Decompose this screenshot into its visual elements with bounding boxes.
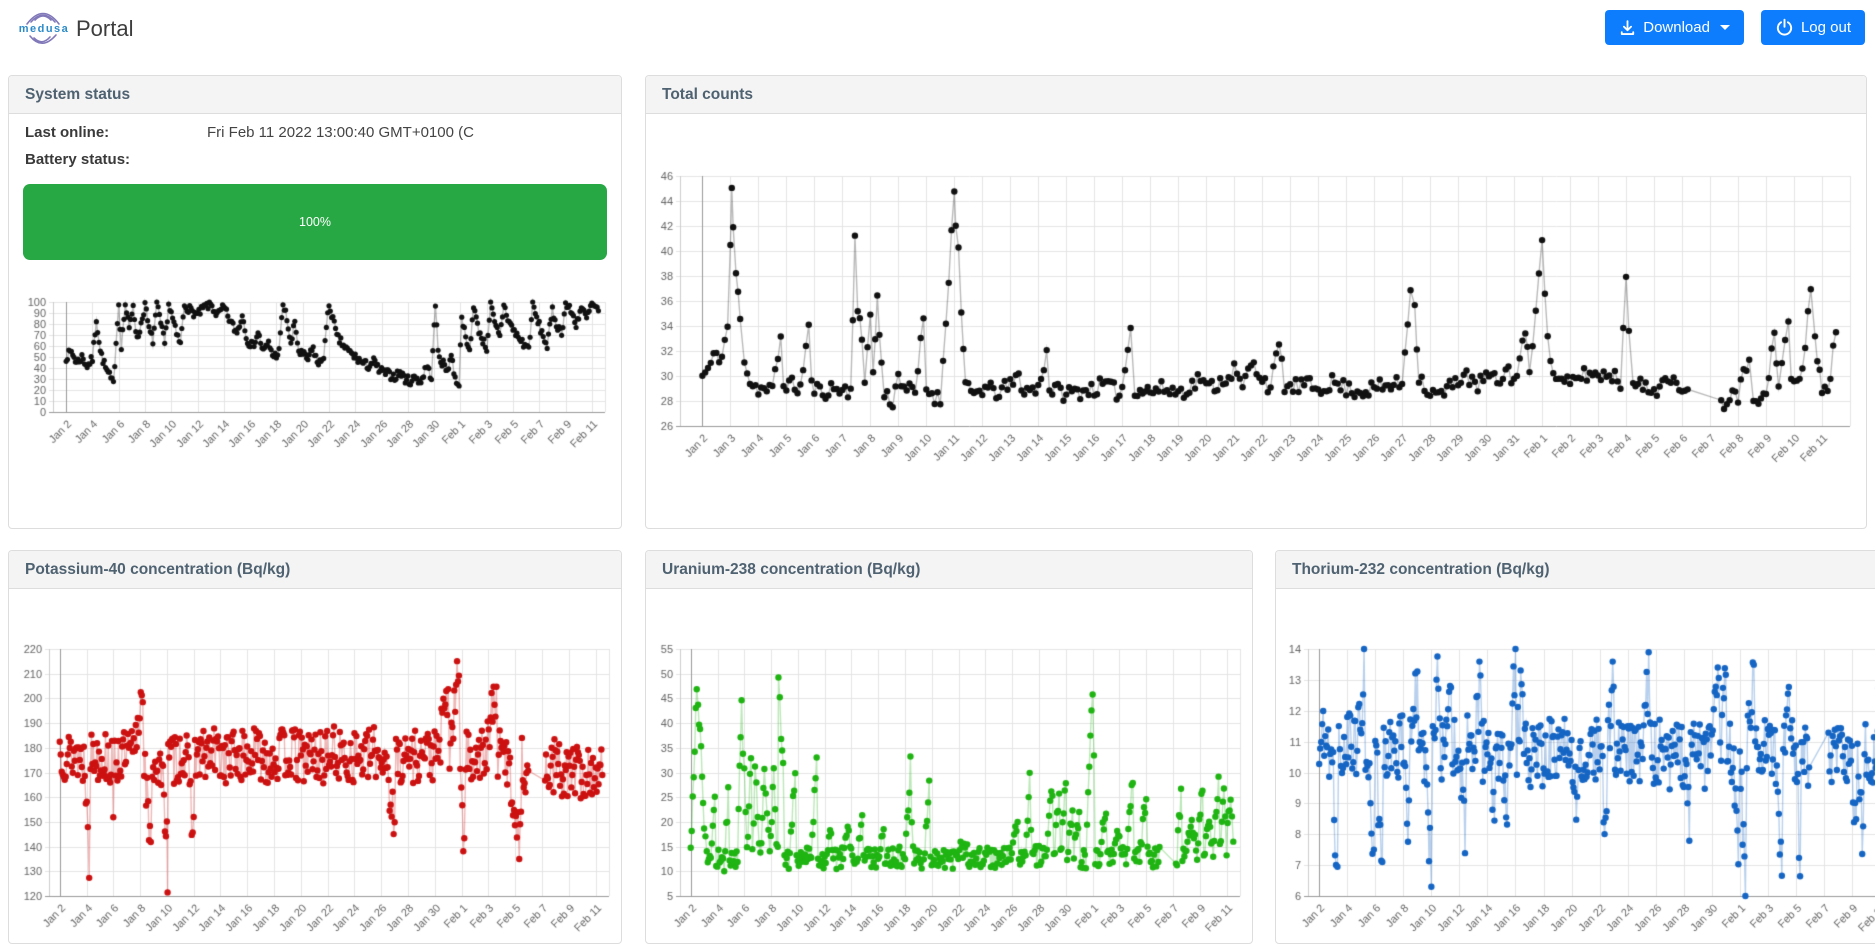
potassium-card-title: Potassium-40 concentration (Bq/kg) (9, 551, 621, 589)
uranium-chart[interactable] (652, 597, 1248, 941)
download-button[interactable]: Download (1605, 10, 1744, 45)
download-icon (1619, 19, 1636, 36)
battery-progress-label: 100% (299, 215, 331, 229)
thorium-chart[interactable] (1282, 597, 1875, 941)
battery-status-label: Battery status: (25, 151, 131, 168)
uranium-card-title: Uranium-238 concentration (Bq/kg) (646, 551, 1252, 589)
system-status-card-title: System status (9, 76, 621, 114)
total-counts-card: Total counts (645, 75, 1867, 529)
system-status-card: System status Last online: Fri Feb 11 20… (8, 75, 622, 529)
last-online-value: Fri Feb 11 2022 13:00:40 GMT+0100 (C (207, 124, 474, 141)
logout-button-label: Log out (1800, 19, 1851, 36)
top-navbar: medusa Portal Download Log out (0, 0, 1875, 58)
dropdown-caret-icon (1719, 25, 1730, 30)
potassium-chart[interactable] (15, 597, 617, 941)
medusa-logo-icon: medusa (16, 4, 70, 54)
power-icon (1775, 18, 1794, 37)
logout-button[interactable]: Log out (1760, 10, 1865, 45)
download-button-label: Download (1643, 19, 1710, 36)
last-online-label: Last online: (25, 124, 110, 141)
battery-status-row: Battery status: (9, 151, 621, 168)
brand-text: medusa (18, 23, 70, 35)
last-online-row: Last online: Fri Feb 11 2022 13:00:40 GM… (9, 124, 621, 141)
top-button-group: Download Log out (1605, 10, 1865, 45)
thorium-card: Thorium-232 concentration (Bq/kg) (1275, 550, 1875, 944)
total-counts-chart[interactable] (654, 136, 1856, 518)
uranium-card: Uranium-238 concentration (Bq/kg) (645, 550, 1253, 944)
battery-progress-bar: 100% (23, 184, 607, 260)
brand-suffix-text: Portal (76, 16, 134, 41)
thorium-card-title: Thorium-232 concentration (Bq/kg) (1276, 551, 1875, 589)
potassium-card: Potassium-40 concentration (Bq/kg) (8, 550, 622, 944)
total-counts-card-title: Total counts (646, 76, 1866, 114)
battery-history-chart[interactable] (23, 294, 609, 466)
brand-logo-link[interactable]: medusa Portal (16, 4, 133, 54)
